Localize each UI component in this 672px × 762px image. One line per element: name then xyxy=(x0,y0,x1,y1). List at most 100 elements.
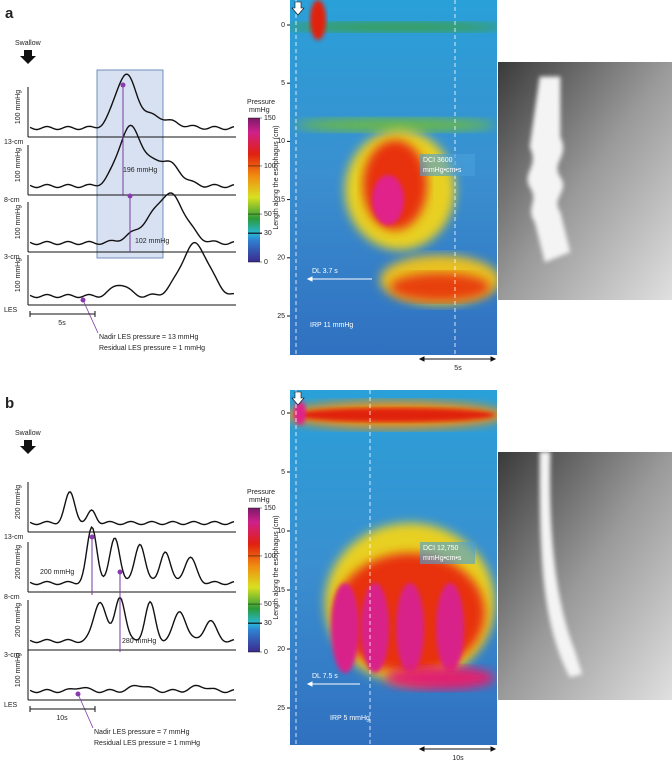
colorbar-tick-label: 100 xyxy=(264,163,276,170)
peak-annotation: 102 mmHg xyxy=(135,238,169,245)
swallow-label: Swallow xyxy=(15,40,42,47)
nadir-text: Nadir LES pressure = 7 mmHg xyxy=(94,729,190,736)
y-tick-label: 10 xyxy=(277,138,285,145)
barium-column xyxy=(539,451,583,678)
panel-label: a xyxy=(5,5,14,22)
y-tick-label: 15 xyxy=(277,196,285,203)
heat-blob xyxy=(295,118,495,132)
dci-unit: mmHg•cm•s xyxy=(423,555,462,562)
site-label: 8-cm xyxy=(4,594,20,601)
radiograph xyxy=(498,452,672,700)
y-tick-label: 10 xyxy=(277,528,285,535)
peak-annotation: 280 mmHg xyxy=(122,638,156,645)
pressure-trace xyxy=(29,192,235,246)
irp-label: IRP 5 mmHg xyxy=(330,715,370,722)
pressure-trace xyxy=(29,124,235,189)
dl-arrow xyxy=(306,681,360,687)
colorbar-unit: mmHg xyxy=(249,497,270,504)
scale-label: 100 mmHg xyxy=(15,205,22,239)
colorbar-title: Pressure xyxy=(247,489,275,496)
y-tick-label: 25 xyxy=(277,705,285,712)
heat-blob xyxy=(294,401,306,425)
pressure-trace xyxy=(29,491,235,526)
y-axis-label: Length along the esophagus (cm) xyxy=(273,515,280,619)
site-label: 3-cm xyxy=(4,652,20,659)
colorbar-tick-label: 50 xyxy=(264,211,272,218)
scale-label: 100 mmHg xyxy=(15,148,22,182)
time-scale xyxy=(29,311,96,317)
colorbar-tick-label: 30 xyxy=(264,230,272,237)
peak-marker xyxy=(127,193,133,199)
swallow-arrow xyxy=(20,440,36,454)
residual-text: Residual LES pressure = 1 mmHg xyxy=(94,740,200,747)
time-scale-label: 5s xyxy=(58,320,66,327)
swallow-arrow xyxy=(291,391,305,406)
heat-blob xyxy=(361,583,389,673)
y-tick-label: 20 xyxy=(277,255,285,262)
time-scale xyxy=(29,706,96,712)
nadir-leader xyxy=(77,693,94,729)
time-scale-label: 10s xyxy=(56,715,68,722)
heat-blob xyxy=(310,0,326,40)
y-axis-label: Length along the esophagus (cm) xyxy=(273,125,280,229)
residual-text: Residual LES pressure = 1 mmHg xyxy=(99,345,205,352)
scale-label: 200 mmHg xyxy=(15,485,22,519)
dl-arrow xyxy=(306,276,372,282)
peak-marker xyxy=(89,534,95,540)
y-tick-label: 0 xyxy=(281,410,285,417)
peak-annotation: 200 mmHg xyxy=(40,569,74,576)
radiograph xyxy=(498,62,672,300)
site-label: 13-cm xyxy=(4,534,24,541)
site-label: LES xyxy=(4,307,18,314)
nadir-leader xyxy=(82,299,99,334)
dci-label: DCI 12,750 xyxy=(423,545,459,552)
topography-plot xyxy=(290,390,497,745)
heat-blob xyxy=(331,583,359,673)
heat-blob xyxy=(290,22,497,32)
pressure-trace xyxy=(29,526,235,586)
y-tick-label: 25 xyxy=(277,313,285,320)
pressure-trace xyxy=(29,73,235,131)
heat-blob xyxy=(385,666,495,690)
panel-label: b xyxy=(5,395,14,412)
peak-marker xyxy=(117,569,123,575)
pressure-trace xyxy=(29,241,235,299)
scale-label: 200 mmHg xyxy=(15,545,22,579)
dci-box xyxy=(420,154,475,176)
colorbar-tick-label: 150 xyxy=(264,115,276,122)
site-label: 8-cm xyxy=(4,197,20,204)
colorbar xyxy=(248,508,260,652)
scale-label: 100 mmHg xyxy=(15,258,22,292)
time-scale-label: 5s xyxy=(454,365,462,372)
peak-annotation: 196 mmHg xyxy=(123,167,157,174)
topography-plot xyxy=(290,0,497,355)
colorbar-tick-label: 0 xyxy=(264,259,268,266)
pressure-trace xyxy=(29,684,235,694)
dci-unit: mmHg•cm•s xyxy=(423,167,462,174)
site-label: 3-cm xyxy=(4,254,20,261)
y-tick-label: 15 xyxy=(277,587,285,594)
y-tick-label: 0 xyxy=(281,22,285,29)
heat-blob xyxy=(390,273,490,301)
pressure-trace xyxy=(29,596,235,644)
colorbar-unit: mmHg xyxy=(249,107,270,114)
dl-label: DL 7.5 s xyxy=(312,673,338,680)
heat-blob xyxy=(436,583,464,673)
dl-label: DL 3.7 s xyxy=(312,268,338,275)
colorbar-tick-label: 0 xyxy=(264,649,268,656)
peak-marker xyxy=(120,82,126,88)
nadir-text: Nadir LES pressure = 13 mmHg xyxy=(99,334,199,341)
colorbar-tick-label: 100 xyxy=(264,553,276,560)
dci-label: DCI 3600 xyxy=(423,157,453,164)
swallow-arrow xyxy=(20,50,36,64)
colorbar-title: Pressure xyxy=(247,99,275,106)
y-tick-label: 20 xyxy=(277,646,285,653)
irp-label: IRP 11 mmHg xyxy=(310,322,353,329)
heat-blob xyxy=(295,408,495,422)
swallow-label: Swallow xyxy=(15,430,42,437)
y-tick-label: 5 xyxy=(281,469,285,476)
colorbar-tick-label: 30 xyxy=(264,620,272,627)
colorbar-tick-label: 150 xyxy=(264,505,276,512)
colorbar xyxy=(248,118,260,262)
